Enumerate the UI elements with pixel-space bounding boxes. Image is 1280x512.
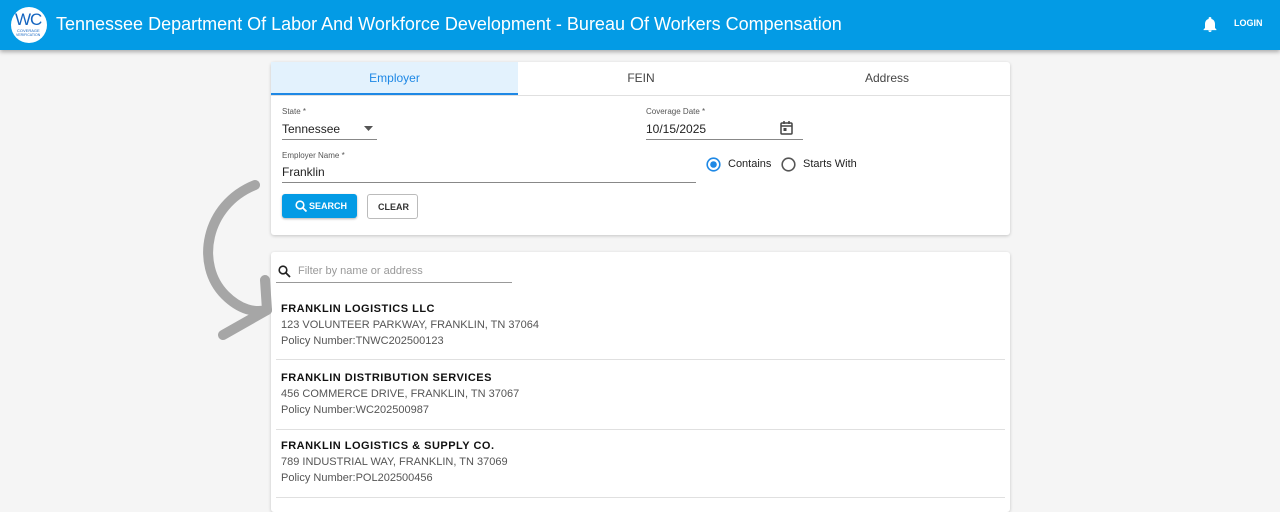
result-address: 789 INDUSTRIAL WAY, FRANKLIN, TN 37069 xyxy=(281,456,508,468)
field-label: Employer Name * xyxy=(282,151,345,160)
results-card xyxy=(271,252,1010,512)
radio-label: Contains xyxy=(728,158,772,170)
logo-text: VERIFICATION xyxy=(16,33,41,37)
field-underline xyxy=(646,139,803,140)
date-input[interactable]: 10/15/2025 xyxy=(646,122,707,136)
logo-mark: WC xyxy=(15,10,42,29)
state-select[interactable]: Tennessee xyxy=(282,122,341,136)
result-name[interactable]: FRANKLIN LOGISTICS & SUPPLY CO. xyxy=(281,440,495,452)
field-label: State * xyxy=(282,107,307,116)
dropdown-icon xyxy=(364,126,373,131)
field-underline xyxy=(276,282,512,283)
page: WC COVERAGE VERIFICATION Tennessee Depar… xyxy=(0,0,1280,498)
result-address: 123 VOLUNTEER PARKWAY, FRANKLIN, TN 3706… xyxy=(281,319,539,331)
result-divider xyxy=(276,429,1005,430)
calendar-icon[interactable] xyxy=(780,121,793,135)
field-underline xyxy=(282,182,696,183)
tab-divider xyxy=(271,95,1010,96)
result-address: 456 COMMERCE DRIVE, FRANKLIN, TN 37067 xyxy=(281,388,520,400)
login-button[interactable]: LOGIN xyxy=(1234,18,1263,28)
result-name[interactable]: FRANKLIN LOGISTICS LLC xyxy=(281,303,435,315)
clear-button[interactable]: CLEAR xyxy=(367,194,418,219)
result-policy: Policy Number:POL202500456 xyxy=(281,472,433,484)
button-label: SEARCH xyxy=(309,201,348,211)
notification-icon[interactable] xyxy=(1203,17,1217,33)
annotation-arrow xyxy=(203,180,272,340)
app-title: Tennessee Department Of Labor And Workfo… xyxy=(56,14,842,34)
search-button[interactable]: SEARCH xyxy=(282,194,357,218)
app-bar: WC COVERAGE VERIFICATION Tennessee Depar… xyxy=(0,0,1280,50)
button-label: CLEAR xyxy=(378,202,409,212)
result-policy: Policy Number:WC202500987 xyxy=(281,404,429,416)
search-icon xyxy=(295,200,307,212)
result-name[interactable]: FRANKLIN DISTRIBUTION SERVICES xyxy=(281,372,492,384)
filter-input[interactable]: Filter by name or address xyxy=(298,265,423,277)
employer-input[interactable]: Franklin xyxy=(282,165,325,179)
logo-text: COVERAGE xyxy=(17,28,40,33)
tab-employer[interactable]: Employer xyxy=(271,62,518,95)
result-policy: Policy Number:TNWC202500123 xyxy=(281,335,444,347)
radio-label: Starts With xyxy=(803,158,857,170)
radio-starts-with[interactable] xyxy=(781,157,796,172)
field-underline xyxy=(282,139,377,140)
tab-address[interactable]: Address xyxy=(864,71,910,85)
field-label: Coverage Date * xyxy=(646,107,706,116)
result-divider xyxy=(276,497,1005,498)
tab-fein[interactable]: FEIN xyxy=(627,71,655,85)
result-divider xyxy=(276,359,1005,360)
filter-icon xyxy=(278,265,291,278)
logo[interactable]: WC COVERAGE VERIFICATION xyxy=(11,7,47,43)
radio-contains[interactable] xyxy=(706,157,721,172)
